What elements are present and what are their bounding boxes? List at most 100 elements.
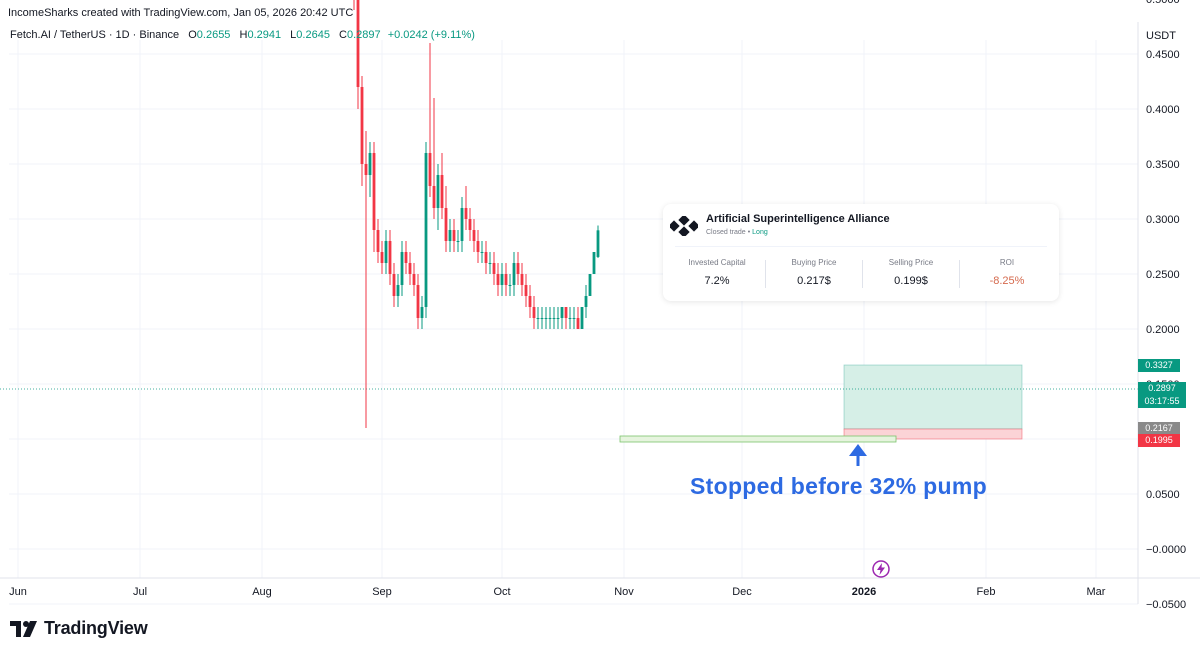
lightning-icon[interactable] (872, 560, 890, 578)
x-tick-label: Dec (732, 586, 752, 598)
candle (596, 225, 600, 259)
candle (592, 252, 596, 274)
candle-body (456, 241, 460, 242)
candle-body (448, 230, 452, 241)
entry-price-label: 0.2167 (1138, 422, 1180, 435)
candle-body (392, 274, 396, 296)
candle (588, 274, 592, 296)
candle (416, 274, 420, 329)
candle (452, 219, 456, 252)
candle (476, 230, 480, 263)
candle (456, 230, 460, 252)
candle-body (416, 285, 420, 318)
candle (392, 263, 396, 307)
candle-body (420, 307, 424, 318)
y-tick-label: 0.3000 (1146, 214, 1180, 226)
candle-body (560, 307, 564, 318)
candle (492, 252, 496, 285)
candle-body (492, 263, 496, 274)
candle (496, 263, 500, 296)
candle-body (508, 285, 512, 286)
tradingview-logo[interactable]: TradingView (10, 618, 148, 639)
candle-body (500, 274, 504, 285)
x-tick-label: Sep (372, 586, 392, 598)
x-tick-label: Aug (252, 586, 272, 598)
candle-body (496, 274, 500, 285)
current-price-value: 0.2897 (1148, 383, 1176, 393)
candle-body (572, 318, 576, 319)
stat-roi: ROI -8.25% (959, 258, 1055, 287)
arrow-up-icon (849, 444, 867, 466)
candle (353, 0, 355, 10)
candle (380, 241, 384, 274)
candle (468, 208, 472, 241)
y-tick-label: −0.0500 (1146, 599, 1186, 611)
candle-body (592, 252, 596, 274)
candle-body (536, 318, 540, 319)
candle-body (468, 219, 472, 230)
candle-body (364, 164, 368, 175)
candle-body (388, 241, 392, 274)
stop-price-label: 0.1995 (1138, 434, 1180, 447)
candle-body (400, 252, 404, 285)
trade-card-title: Artificial Superintelligence Alliance (706, 213, 890, 225)
candle (400, 241, 404, 296)
candle-body (384, 241, 388, 263)
current-price-label: 0.2897 03:17:55 (1138, 382, 1186, 408)
candle (420, 296, 424, 329)
candle (488, 252, 492, 274)
card-divider (675, 246, 1047, 247)
currency-label[interactable]: USDT (1146, 30, 1176, 42)
candle (512, 252, 516, 296)
trade-card[interactable]: Artificial Superintelligence Alliance Cl… (663, 204, 1059, 301)
stat-invested-capital: Invested Capital 7.2% (669, 258, 765, 287)
candle-body (564, 307, 568, 318)
stop-zone (843, 428, 1023, 440)
candle (460, 197, 464, 252)
candle (436, 164, 440, 230)
candle-body (404, 252, 408, 263)
stat-label: Invested Capital (688, 258, 746, 267)
candle-body (444, 208, 448, 241)
tradingview-logo-icon (10, 620, 37, 637)
target-price-label: 0.3327 (1138, 359, 1180, 372)
candle (360, 76, 364, 186)
candle-body (436, 175, 440, 208)
candle-body (380, 252, 384, 263)
candle (544, 307, 548, 329)
footer: TradingView (0, 604, 1200, 652)
brand-name: TradingView (44, 618, 148, 638)
candle-body (476, 241, 480, 252)
candle (560, 307, 564, 329)
candle (540, 307, 544, 329)
candle (556, 307, 560, 329)
candle-body (376, 230, 380, 252)
symbol-name[interactable]: Fetch.AI / TetherUS · 1D · Binance (10, 29, 180, 41)
x-tick-label: 2026 (852, 586, 876, 598)
candle (412, 263, 416, 296)
high-label: H (239, 29, 248, 41)
stat-divider (765, 260, 766, 288)
candle (444, 186, 448, 252)
candle-body (360, 87, 364, 164)
candle (504, 263, 508, 296)
stat-value: -8.25% (989, 275, 1025, 287)
candle (440, 153, 444, 219)
candle-body (480, 252, 484, 253)
candle (528, 285, 532, 318)
candle-body (556, 318, 560, 319)
candle (572, 307, 576, 329)
candle-body (488, 263, 492, 264)
candle-body (408, 263, 412, 274)
high-value: 0.2941 (247, 29, 282, 41)
candle (448, 219, 452, 252)
bar-countdown: 03:17:55 (1144, 396, 1180, 406)
candle-body (584, 296, 588, 307)
candle-body (516, 263, 520, 274)
candle (552, 307, 556, 329)
candle (536, 307, 540, 329)
candle (356, 0, 360, 109)
candle-body (568, 318, 572, 319)
candle-body (544, 318, 548, 319)
